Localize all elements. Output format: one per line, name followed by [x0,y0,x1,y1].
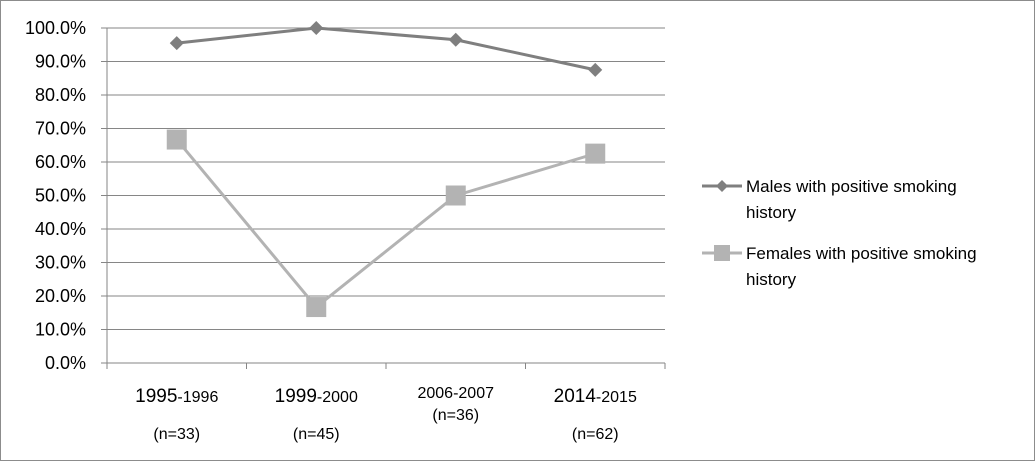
x-tick-sublabel: (n=33) [153,426,200,443]
x-tick-label: 2006-2007 [417,385,494,402]
y-tick-label: 50.0% [35,186,86,206]
data-point-males [309,21,324,35]
data-point-males [588,62,603,77]
legend-label-females: Females with positive smoking [746,244,977,263]
legend-marker-females [714,245,730,261]
legend-label-males: Males with positive smoking [746,177,957,196]
y-tick-label: 70.0% [35,119,86,139]
y-tick-label: 0.0% [45,353,86,373]
data-point-females [306,297,327,318]
y-tick-label: 100.0% [25,18,86,38]
series-line-males [176,26,596,72]
x-tick-label: 1999-2000 [275,386,358,407]
legend-marker-males [716,180,728,192]
y-tick-label: 40.0% [35,219,86,239]
x-tick-sublabel: (n=62) [572,426,619,443]
data-point-males [448,32,463,47]
data-point-females [166,129,187,150]
legend-label-females: history [746,270,797,289]
x-tick-label: 1995-1996 [135,386,218,407]
y-tick-label: 30.0% [35,253,86,273]
y-tick-label: 80.0% [35,85,86,105]
y-tick-label: 20.0% [35,286,86,306]
x-tick-sublabel: (n=36) [432,407,479,424]
x-tick-label: 2014-2015 [554,386,637,407]
legend-label-males: history [746,203,797,222]
data-point-females [445,185,466,206]
y-tick-label: 10.0% [35,320,86,340]
x-tick-sublabel: (n=45) [293,426,340,443]
series-line-females [175,138,596,309]
y-tick-label: 60.0% [35,152,86,172]
y-tick-label: 90.0% [35,52,86,72]
data-point-females [585,143,606,164]
data-point-males [169,36,184,51]
